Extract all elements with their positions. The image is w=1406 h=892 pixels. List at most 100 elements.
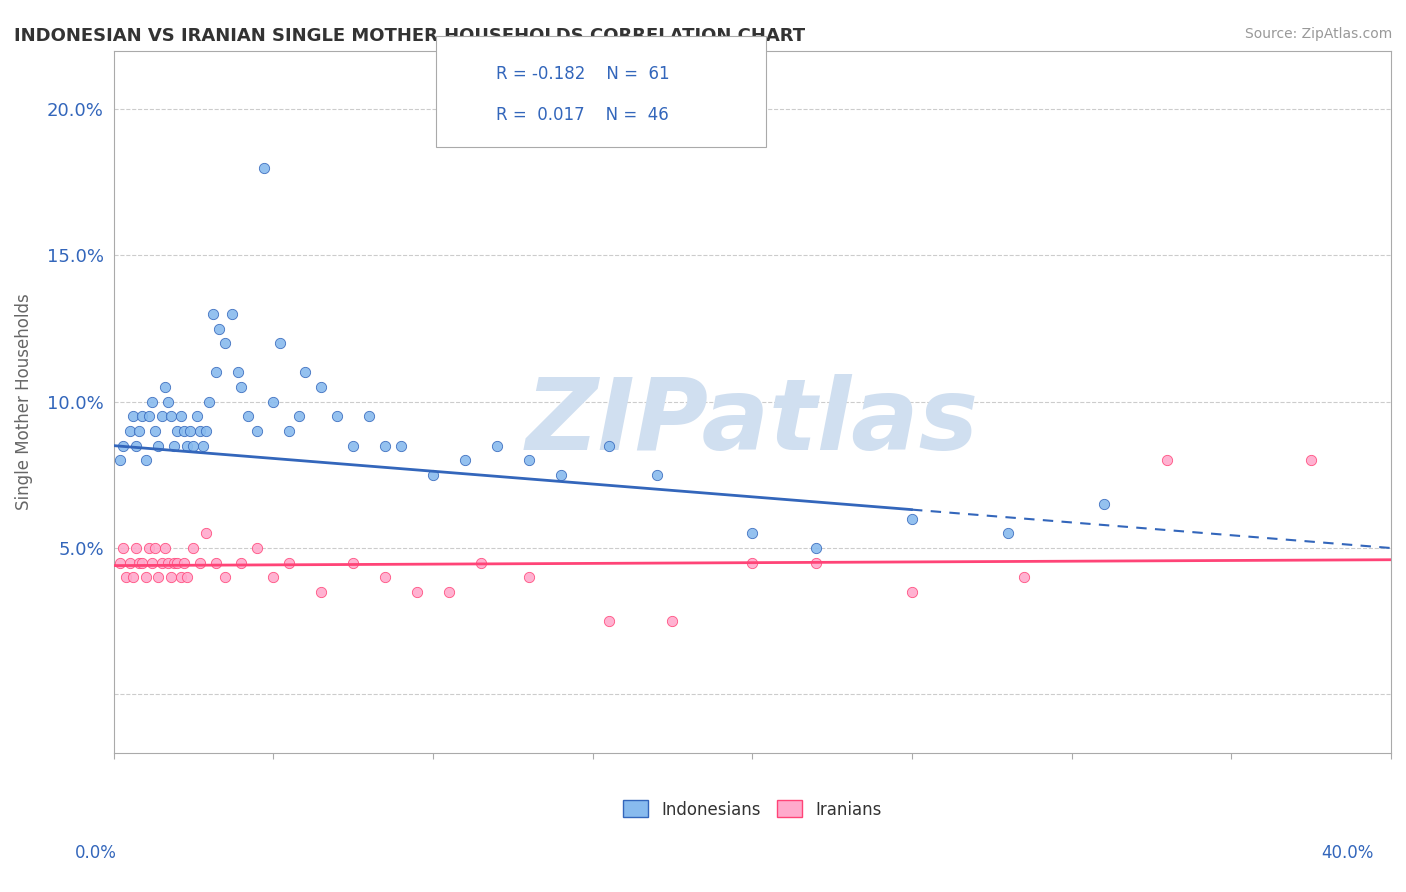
Point <box>163 439 186 453</box>
Point <box>269 336 291 351</box>
Point <box>901 512 924 526</box>
Point <box>309 380 332 394</box>
Point <box>262 570 284 584</box>
Text: R =  0.017    N =  46: R = 0.017 N = 46 <box>496 106 669 124</box>
Point <box>115 570 138 584</box>
Text: 0.0%: 0.0% <box>75 844 117 862</box>
Point <box>112 541 135 555</box>
Y-axis label: Single Mother Households: Single Mother Households <box>15 293 32 510</box>
Point <box>183 541 205 555</box>
Point <box>183 439 205 453</box>
Point <box>204 556 226 570</box>
Point <box>125 541 148 555</box>
Point <box>128 424 150 438</box>
Point <box>342 439 364 453</box>
Point <box>163 556 186 570</box>
Point <box>246 541 269 555</box>
Point <box>278 424 301 438</box>
Point <box>148 439 170 453</box>
Point <box>359 409 381 424</box>
Point <box>141 394 163 409</box>
Point <box>1092 497 1115 511</box>
Point <box>201 307 224 321</box>
Point <box>389 439 412 453</box>
Point <box>214 570 236 584</box>
Point <box>143 541 166 555</box>
Point <box>231 556 253 570</box>
Text: ZIPatlas: ZIPatlas <box>526 375 979 471</box>
Point <box>195 526 218 541</box>
Point <box>288 409 311 424</box>
Point <box>170 570 193 584</box>
Point <box>422 467 444 482</box>
Point <box>131 409 153 424</box>
Point <box>997 526 1019 541</box>
Point <box>125 439 148 453</box>
Point <box>741 556 763 570</box>
Point <box>153 541 176 555</box>
Point <box>128 556 150 570</box>
Point <box>150 556 173 570</box>
Point <box>191 439 214 453</box>
Point <box>186 409 208 424</box>
Text: R = -0.182    N =  61: R = -0.182 N = 61 <box>496 65 669 83</box>
Text: Source: ZipAtlas.com: Source: ZipAtlas.com <box>1244 27 1392 41</box>
Point <box>1012 570 1035 584</box>
Point <box>135 570 157 584</box>
Point <box>262 394 284 409</box>
Point <box>246 424 269 438</box>
Point <box>156 556 179 570</box>
Point <box>406 585 429 599</box>
Point <box>179 424 201 438</box>
Legend: Indonesians, Iranians: Indonesians, Iranians <box>616 794 889 825</box>
Point <box>374 570 396 584</box>
Point <box>294 366 316 380</box>
Point <box>901 585 924 599</box>
Point <box>1156 453 1178 467</box>
Point <box>221 307 243 321</box>
Point <box>160 409 183 424</box>
Point <box>188 424 211 438</box>
Point <box>470 556 492 570</box>
Point <box>150 409 173 424</box>
Text: INDONESIAN VS IRANIAN SINGLE MOTHER HOUSEHOLDS CORRELATION CHART: INDONESIAN VS IRANIAN SINGLE MOTHER HOUS… <box>14 27 806 45</box>
Point <box>170 409 193 424</box>
Point <box>195 424 218 438</box>
Point <box>231 380 253 394</box>
Point <box>173 556 195 570</box>
Point <box>226 366 249 380</box>
Point <box>804 541 827 555</box>
Point <box>121 570 143 584</box>
Point <box>309 585 332 599</box>
Point <box>176 439 198 453</box>
Point <box>176 570 198 584</box>
Point <box>118 556 141 570</box>
Point <box>645 467 668 482</box>
Point <box>166 424 188 438</box>
Point <box>138 541 160 555</box>
Point <box>208 321 231 335</box>
Point <box>118 424 141 438</box>
Point <box>374 439 396 453</box>
Point <box>198 394 221 409</box>
Point <box>204 366 226 380</box>
Point <box>166 556 188 570</box>
Point <box>131 556 153 570</box>
Point <box>108 453 131 467</box>
Point <box>342 556 364 570</box>
Point <box>108 556 131 570</box>
Point <box>437 585 460 599</box>
Point <box>138 409 160 424</box>
Point <box>121 409 143 424</box>
Point <box>236 409 259 424</box>
Text: 40.0%: 40.0% <box>1320 844 1374 862</box>
Point <box>1301 453 1323 467</box>
Point <box>326 409 349 424</box>
Point <box>135 453 157 467</box>
Point <box>278 556 301 570</box>
Point <box>598 439 620 453</box>
Point <box>741 526 763 541</box>
Point <box>143 424 166 438</box>
Point <box>804 556 827 570</box>
Point <box>214 336 236 351</box>
